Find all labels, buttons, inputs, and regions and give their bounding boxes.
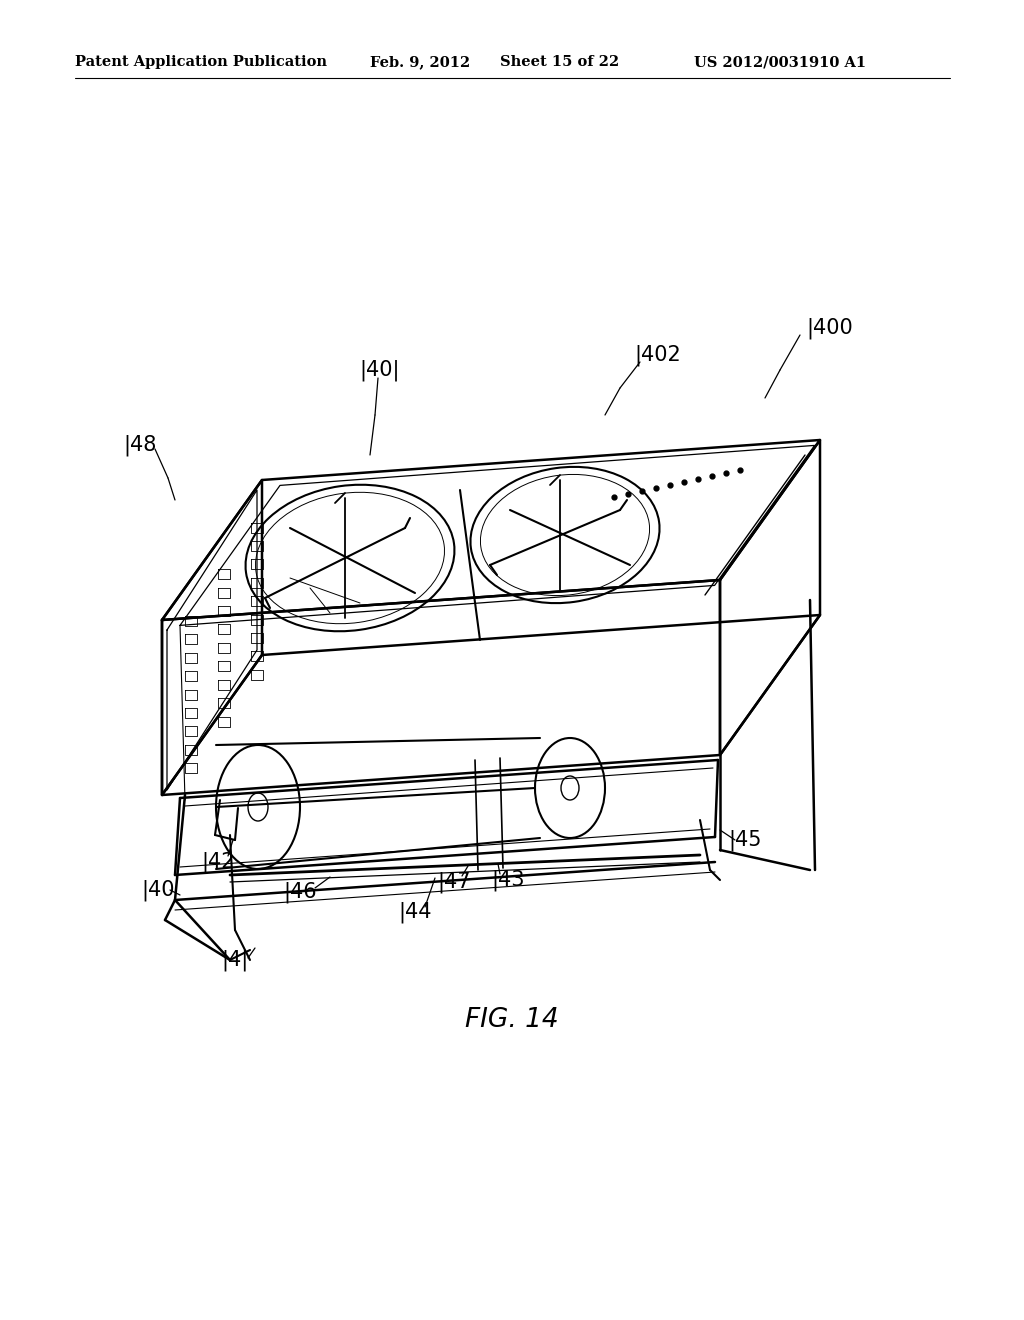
Text: |4|: |4|: [221, 949, 249, 970]
Text: |44: |44: [398, 902, 432, 923]
Text: |48: |48: [123, 434, 157, 455]
Text: Patent Application Publication: Patent Application Publication: [75, 55, 327, 69]
Text: |46: |46: [284, 882, 316, 903]
Text: |45: |45: [728, 829, 762, 851]
Text: |43: |43: [492, 870, 524, 891]
Text: Feb. 9, 2012: Feb. 9, 2012: [370, 55, 470, 69]
Text: |40: |40: [141, 879, 175, 900]
Text: FIG. 14: FIG. 14: [465, 1007, 559, 1034]
Text: |400: |400: [807, 317, 853, 339]
Text: |40|: |40|: [359, 359, 400, 380]
Text: |47: |47: [437, 871, 471, 892]
Text: Sheet 15 of 22: Sheet 15 of 22: [501, 55, 620, 69]
Text: |402: |402: [635, 345, 681, 366]
Text: |42: |42: [202, 851, 234, 873]
Text: US 2012/0031910 A1: US 2012/0031910 A1: [694, 55, 866, 69]
